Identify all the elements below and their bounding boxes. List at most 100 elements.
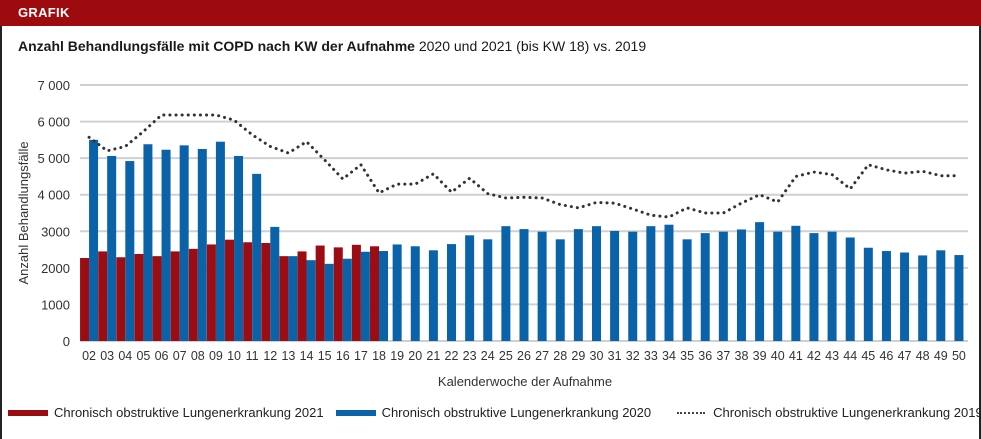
bar-2020 [483, 239, 493, 341]
bar-2021 [134, 253, 144, 341]
x-tick-label: 15 [318, 349, 332, 363]
y-tick-label: 6 000 [37, 115, 70, 130]
bar-2020 [143, 144, 153, 341]
x-tick-label: 12 [263, 349, 277, 363]
bar-2020 [628, 231, 638, 341]
bar-2020 [863, 247, 873, 341]
x-tick-label: 17 [354, 349, 368, 363]
bar-2020 [736, 229, 746, 341]
x-tick-label: 13 [281, 349, 295, 363]
bar-2020 [342, 258, 352, 341]
bar-2020 [465, 235, 475, 341]
bar-2021 [80, 257, 90, 341]
x-tick-label: 05 [136, 349, 150, 363]
x-tick-label: 32 [626, 349, 640, 363]
x-tick-label: 34 [662, 349, 676, 363]
x-tick-label: 09 [209, 349, 223, 363]
x-tick-label: 22 [445, 349, 459, 363]
x-tick-label: 16 [336, 349, 350, 363]
bar-2020 [918, 255, 928, 341]
x-tick-label: 38 [735, 349, 749, 363]
x-tick-label: 25 [499, 349, 513, 363]
bar-2020 [537, 231, 547, 341]
x-tick-label: 31 [608, 349, 622, 363]
x-tick-label: 10 [227, 349, 241, 363]
x-tick-label: 08 [191, 349, 205, 363]
bar-2020 [324, 263, 334, 341]
chart-title-bold: Anzahl Behandlungsfälle mit COPD nach KW… [18, 38, 415, 54]
bar-2021 [333, 247, 343, 341]
x-tick-label: 04 [118, 349, 132, 363]
bar-2021 [243, 242, 253, 341]
bar-2020 [252, 173, 262, 341]
x-tick-label: 29 [571, 349, 585, 363]
x-tick-label: 19 [390, 349, 404, 363]
bar-2020 [519, 229, 529, 341]
x-tick-label: 46 [879, 349, 893, 363]
x-tick-label: 18 [372, 349, 386, 363]
bar-2021 [297, 251, 307, 341]
bar-2021 [170, 251, 180, 341]
bar-2020 [881, 251, 891, 341]
bar-2020 [555, 239, 565, 341]
y-tick-label: 5 000 [37, 151, 70, 166]
legend-swatch-2020 [335, 409, 376, 416]
x-axis-title: Kalenderwoche der Aufnahme [438, 374, 612, 389]
x-tick-label: 26 [517, 349, 531, 363]
x-tick-label: 06 [155, 349, 169, 363]
y-tick-label: 7 000 [37, 78, 70, 93]
y-axis-title: Anzahl Behandlungsfälle [16, 141, 31, 284]
bar-2021 [116, 257, 126, 341]
y-tick-label: 3000 [41, 224, 70, 239]
bar-2021 [279, 256, 289, 341]
y-tick-label: 0 [63, 334, 70, 349]
x-tick-label: 20 [408, 349, 422, 363]
y-tick-label: 1000 [41, 297, 70, 312]
x-tick-label: 30 [590, 349, 604, 363]
bar-2020 [392, 244, 402, 341]
bar-2020 [700, 233, 710, 341]
bar-2020 [306, 260, 316, 341]
bar-2020 [591, 226, 601, 341]
bar-2020 [682, 239, 692, 341]
bar-2020 [610, 230, 620, 341]
bar-2020 [936, 250, 946, 341]
bar-2020 [755, 222, 765, 341]
y-tick-label: 4 000 [37, 188, 70, 203]
header-label: GRAFIK [18, 5, 70, 20]
bar-2021 [315, 245, 325, 341]
bar-2021 [225, 239, 235, 341]
x-tick-label: 44 [843, 349, 857, 363]
bar-2021 [98, 251, 108, 341]
bar-2020 [809, 233, 819, 341]
x-tick-label: 11 [246, 349, 259, 363]
x-tick-label: 07 [173, 349, 187, 363]
bar-2020 [89, 139, 99, 341]
x-tick-label: 27 [535, 349, 549, 363]
bar-2020 [773, 231, 783, 341]
line-2019 [87, 113, 961, 219]
bar-2021 [188, 248, 198, 341]
x-tick-label: 47 [898, 349, 912, 363]
legend-swatch-2021 [8, 409, 48, 416]
bar-2020 [360, 251, 370, 341]
bar-2021 [152, 256, 162, 341]
bar-2021 [206, 244, 216, 341]
legend-label-2020: Chronisch obstruktive Lungenerkrankung 2… [381, 405, 652, 420]
x-tick-label: 40 [771, 349, 785, 363]
legend-item-2020: Chronisch obstruktive Lungenerkrankung 2… [335, 405, 652, 420]
bar-2020 [573, 229, 583, 341]
legend-item-2019: Chronisch obstruktive Lungenerkrankung 2… [663, 405, 981, 420]
legend-label-2019: Chronisch obstruktive Lungenerkrankung 2… [713, 405, 981, 420]
bar-2020 [125, 161, 135, 341]
x-tick-label: 23 [463, 349, 477, 363]
bar-2020 [410, 246, 420, 341]
bar-2020 [179, 145, 189, 341]
bar-2020 [197, 149, 207, 341]
x-tick-label: 43 [825, 349, 839, 363]
bar-2020 [270, 226, 280, 341]
bar-2020 [215, 141, 225, 341]
legend-label-2021: Chronisch obstruktive Lungenerkrankung 2… [54, 405, 324, 420]
